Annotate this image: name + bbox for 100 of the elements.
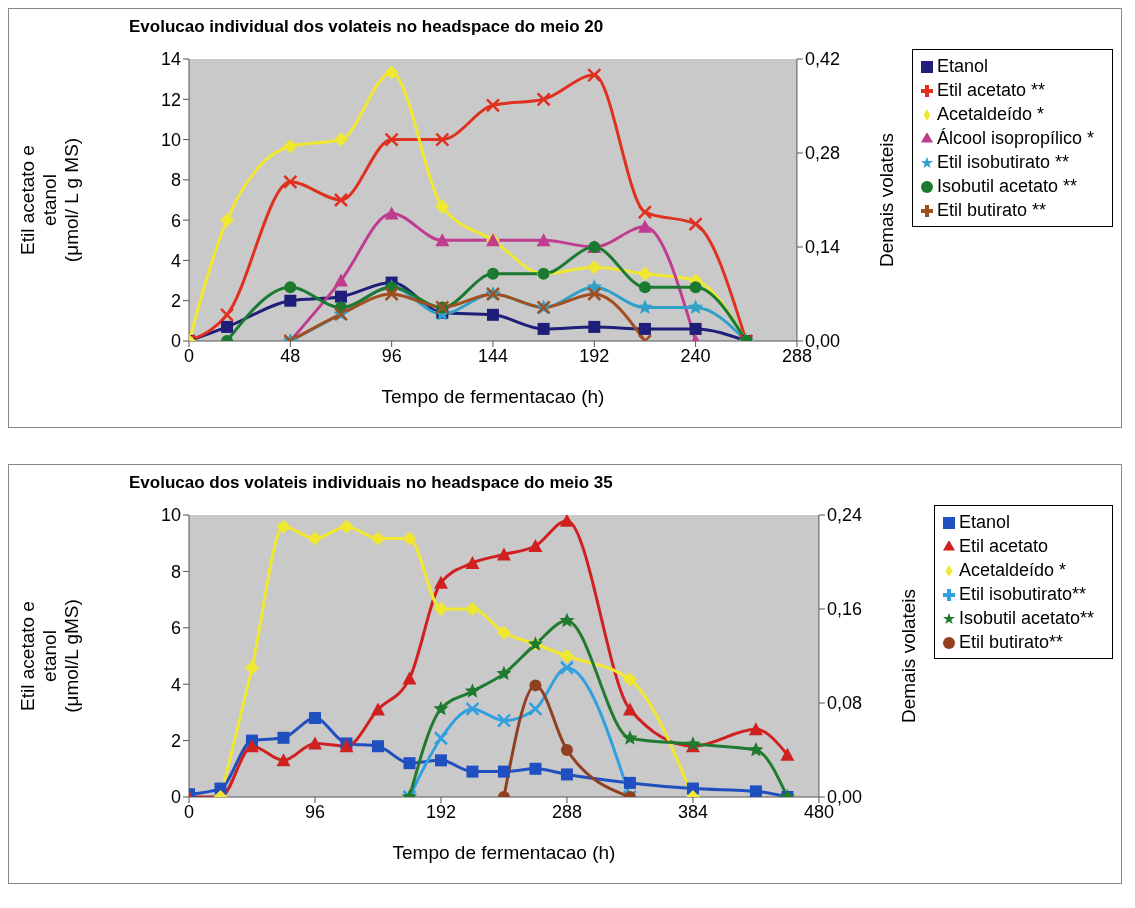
point [384, 286, 399, 302]
point [622, 730, 638, 745]
point [371, 740, 384, 753]
point [688, 216, 703, 232]
point [529, 679, 542, 692]
point [308, 712, 321, 725]
x-axis-title: Tempo de fermentacao (h) [381, 386, 605, 407]
point [435, 199, 450, 214]
point [622, 672, 637, 687]
point [748, 742, 764, 757]
point [384, 206, 399, 220]
point [402, 671, 417, 685]
point [307, 531, 322, 546]
y2-tick-label: 0,08 [826, 693, 862, 714]
legend-label: Etil isobutirato** [958, 584, 1086, 604]
point [638, 281, 651, 294]
point [333, 132, 348, 147]
y-axis-title: Etil acetato e etanol (μmol/L gMS) [16, 599, 82, 713]
point [277, 731, 290, 744]
point [466, 765, 479, 778]
y2-tick-label: 0,16 [826, 599, 862, 620]
point [496, 665, 512, 681]
x-tick-label: 144 [477, 345, 508, 366]
point [384, 132, 399, 147]
x-tick-label: 192 [579, 345, 610, 366]
point [433, 602, 448, 616]
point [637, 219, 652, 233]
point [384, 65, 399, 80]
x-tick-label: 0 [183, 345, 195, 366]
point [370, 702, 385, 716]
point [334, 290, 347, 303]
x-tick-label: 48 [280, 345, 301, 366]
point [276, 519, 291, 534]
point [307, 736, 322, 750]
point [435, 233, 450, 247]
legend-label: Etil isobutirato ** [936, 152, 1069, 172]
point [464, 683, 481, 698]
legend-label: Etanol [936, 56, 988, 76]
point [748, 722, 763, 736]
x-tick-label: 192 [425, 801, 456, 822]
y-tick-label: 6 [170, 618, 181, 639]
x-tick-label: 96 [304, 801, 325, 822]
point [284, 294, 297, 307]
point [283, 139, 298, 154]
y2-tick-label: 0,28 [804, 143, 840, 164]
point [637, 299, 653, 314]
legend-label: Etanol [958, 512, 1010, 532]
point [560, 744, 573, 756]
point [283, 174, 298, 190]
point [780, 747, 795, 761]
y-tick-label: 12 [160, 89, 181, 110]
point [465, 555, 480, 569]
y-tick-label: 6 [170, 210, 181, 231]
legend-label: Etil butirato** [958, 632, 1063, 652]
y-tick-label: 0 [170, 331, 181, 352]
legend-label: Álcool isopropílico * [936, 128, 1094, 148]
point [559, 515, 574, 527]
point [434, 754, 447, 767]
point [689, 322, 702, 335]
legend-label: Acetaldeído * [958, 560, 1066, 580]
point [244, 660, 259, 675]
point [465, 602, 480, 616]
point [276, 753, 291, 767]
point [333, 192, 349, 208]
point [587, 260, 602, 275]
point [622, 702, 637, 716]
point [485, 98, 501, 113]
legend-label: Isobutil acetato** [958, 608, 1094, 628]
legend-label: Acetaldeído * [936, 104, 1044, 124]
point [588, 320, 601, 333]
chart-title: Evolucao dos volateis individuais no headspace do meio 35 [129, 473, 613, 493]
x-tick-label: 240 [680, 345, 711, 366]
point [689, 281, 702, 294]
point [623, 776, 636, 789]
y2-tick-label: 0,42 [804, 49, 840, 70]
point [486, 267, 499, 280]
point [587, 67, 602, 83]
point [486, 308, 499, 321]
x-axis-title: Tempo de fermentacao (h) [392, 842, 616, 863]
y2-axis-title: Demais volateis [898, 588, 920, 724]
y-tick-label: 8 [170, 561, 181, 582]
y-tick-label: 4 [170, 674, 181, 695]
y-tick-label: 0 [170, 787, 181, 808]
x-tick-label: 288 [551, 801, 582, 822]
y-tick-label: 2 [170, 730, 181, 751]
point [219, 307, 235, 323]
point [637, 204, 653, 220]
point [528, 539, 543, 553]
y-tick-label: 10 [160, 505, 181, 526]
point [536, 92, 551, 107]
point [637, 266, 652, 281]
point [496, 625, 511, 640]
point [221, 320, 233, 333]
point [496, 713, 512, 728]
point [528, 701, 543, 717]
point [433, 731, 449, 746]
point [749, 785, 762, 797]
y-tick-label: 14 [160, 49, 181, 70]
legend-label: Isobutil acetato ** [936, 176, 1078, 196]
point [435, 132, 450, 147]
